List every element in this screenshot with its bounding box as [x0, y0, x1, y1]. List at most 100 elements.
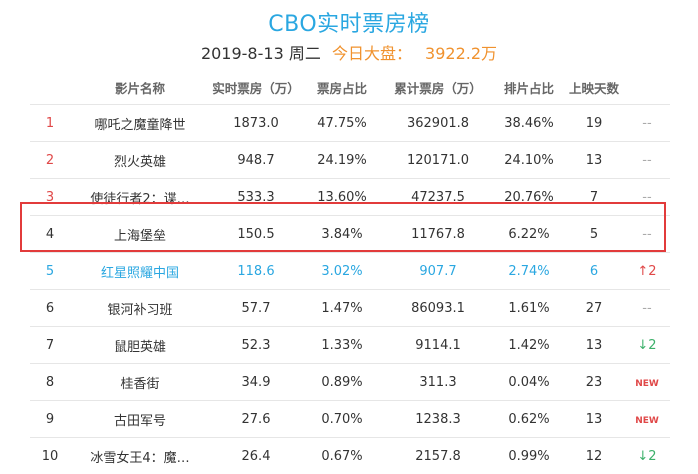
cumulative-cell: 1238.3: [382, 401, 494, 438]
share-cell: 0.70%: [302, 401, 382, 438]
share-cell: 0.67%: [302, 438, 382, 474]
rank-cell: 6: [30, 290, 70, 327]
days-cell: 13: [564, 327, 624, 364]
new-badge: NEW: [635, 379, 659, 389]
realtime-cell: 948.7: [210, 142, 302, 179]
cumulative-cell: 2157.8: [382, 438, 494, 474]
film-name-cell[interactable]: 上海堡垒: [70, 216, 210, 253]
days-cell: 19: [564, 105, 624, 142]
rank-cell: 8: [30, 364, 70, 401]
cumulative-cell: 907.7: [382, 253, 494, 290]
days-cell: 7: [564, 179, 624, 216]
schedule-cell: 0.99%: [494, 438, 564, 474]
film-name-cell[interactable]: 鼠胆英雄: [70, 327, 210, 364]
col-header-cumulative: 累计票房（万）: [382, 70, 494, 105]
cumulative-cell: 362901.8: [382, 105, 494, 142]
cumulative-cell: 311.3: [382, 364, 494, 401]
today-total-amount: 3922.2万: [425, 44, 497, 63]
trend-none-icon: --: [642, 190, 651, 205]
trend-down-icon: ↓2: [637, 338, 656, 353]
date-summary: 2019-8-13 周二 今日大盘： 3922.2万: [0, 40, 698, 64]
film-name-cell[interactable]: 哪吒之魔童降世: [70, 105, 210, 142]
rank-cell: 3: [30, 179, 70, 216]
trend-up-icon: ↑2: [637, 264, 656, 279]
share-cell: 13.60%: [302, 179, 382, 216]
trend-cell: --: [624, 142, 670, 179]
days-cell: 27: [564, 290, 624, 327]
film-name-cell[interactable]: 桂香街: [70, 364, 210, 401]
trend-none-icon: --: [642, 116, 651, 131]
col-header-film-name: 影片名称: [70, 70, 210, 105]
trend-none-icon: --: [642, 301, 651, 316]
days-cell: 13: [564, 401, 624, 438]
page-title: CBO实时票房榜: [0, 6, 698, 38]
trend-none-icon: --: [642, 153, 651, 168]
days-cell: 23: [564, 364, 624, 401]
col-header-realtime: 实时票房（万）: [210, 70, 302, 105]
realtime-cell: 118.6: [210, 253, 302, 290]
share-cell: 3.02%: [302, 253, 382, 290]
date-label: 2019-8-13 周二: [201, 44, 321, 63]
cumulative-cell: 47237.5: [382, 179, 494, 216]
schedule-cell: 0.62%: [494, 401, 564, 438]
film-name-cell[interactable]: 烈火英雄: [70, 142, 210, 179]
schedule-cell: 20.76%: [494, 179, 564, 216]
cumulative-cell: 120171.0: [382, 142, 494, 179]
trend-cell: NEW: [624, 364, 670, 401]
trend-cell: ↑2: [624, 253, 670, 290]
days-cell: 6: [564, 253, 624, 290]
schedule-cell: 2.74%: [494, 253, 564, 290]
film-name-cell[interactable]: 银河补习班: [70, 290, 210, 327]
share-cell: 24.19%: [302, 142, 382, 179]
cumulative-cell: 9114.1: [382, 327, 494, 364]
rank-cell: 7: [30, 327, 70, 364]
cumulative-cell: 11767.8: [382, 216, 494, 253]
film-name-cell[interactable]: 冰雪女王4：魔…: [70, 438, 210, 474]
trend-cell: --: [624, 290, 670, 327]
col-header-rank: [30, 70, 70, 105]
schedule-cell: 6.22%: [494, 216, 564, 253]
share-cell: 3.84%: [302, 216, 382, 253]
film-name-cell[interactable]: 使徒行者2：谍…: [70, 179, 210, 216]
share-cell: 47.75%: [302, 105, 382, 142]
trend-cell: --: [624, 105, 670, 142]
rank-cell: 10: [30, 438, 70, 474]
share-cell: 0.89%: [302, 364, 382, 401]
trend-cell: ↓2: [624, 327, 670, 364]
film-name-cell[interactable]: 红星照耀中国: [70, 253, 210, 290]
days-cell: 12: [564, 438, 624, 474]
realtime-cell: 150.5: [210, 216, 302, 253]
trend-cell: --: [624, 179, 670, 216]
share-cell: 1.47%: [302, 290, 382, 327]
realtime-cell: 27.6: [210, 401, 302, 438]
film-name-cell[interactable]: 古田军号: [70, 401, 210, 438]
today-total-label: 今日大盘：: [332, 44, 412, 63]
rank-cell: 2: [30, 142, 70, 179]
schedule-cell: 1.61%: [494, 290, 564, 327]
rank-cell: 1: [30, 105, 70, 142]
rank-cell: 9: [30, 401, 70, 438]
rank-cell: 4: [30, 216, 70, 253]
schedule-cell: 1.42%: [494, 327, 564, 364]
trend-cell: ↓2: [624, 438, 670, 474]
col-header-trend: [624, 70, 670, 105]
schedule-cell: 24.10%: [494, 142, 564, 179]
trend-cell: NEW: [624, 401, 670, 438]
days-cell: 5: [564, 216, 624, 253]
days-cell: 13: [564, 142, 624, 179]
trend-cell: --: [624, 216, 670, 253]
realtime-cell: 57.7: [210, 290, 302, 327]
col-header-schedule: 排片占比: [494, 70, 564, 105]
